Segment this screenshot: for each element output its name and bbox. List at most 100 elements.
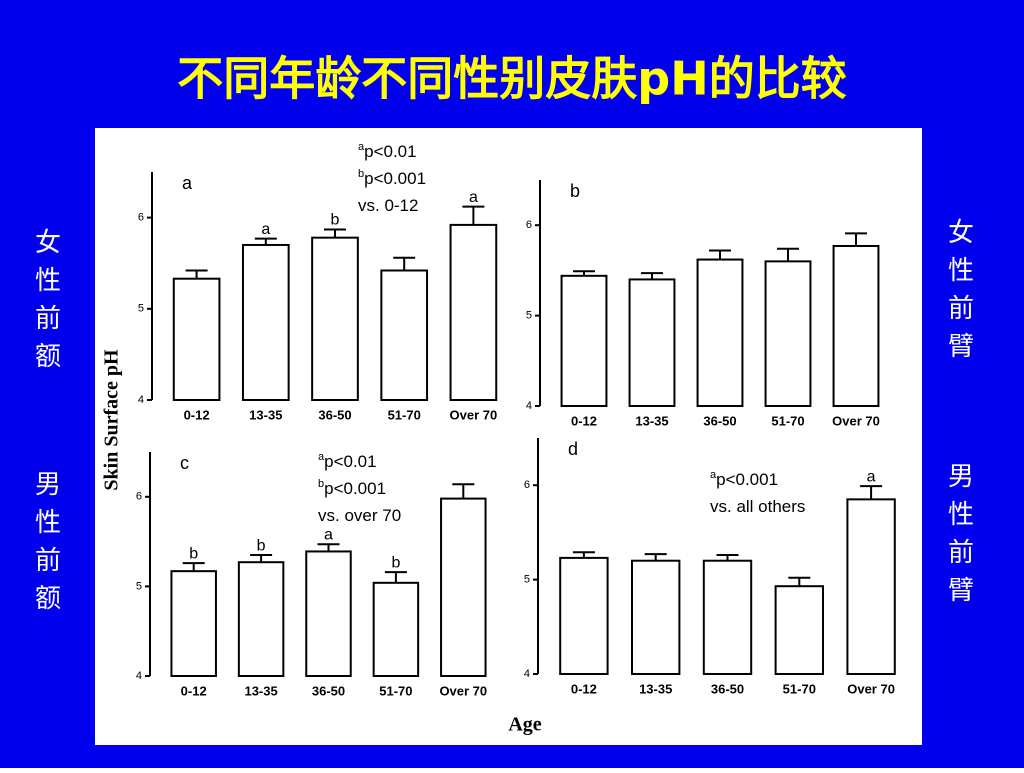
bar [372,581,420,677]
error-bar [709,249,731,260]
note-superscript: b [358,168,364,180]
x-tick-label: 51-70 [379,683,412,698]
y-tick-label: 5 [526,310,532,322]
x-tick-label: Over 70 [439,683,487,698]
note: vs. over 70 [318,506,401,525]
significance-letter: a [261,221,270,238]
x-tick-label: 36-50 [711,681,744,696]
error-bar [324,228,346,238]
bar [559,556,609,675]
side-label: 女性前额 [31,228,61,380]
significance-letter: b [331,212,340,229]
x-tick-label: 51-70 [783,681,816,696]
significance-letter: a [469,189,478,206]
note: vs. 0-12 [358,196,418,215]
bar [449,223,498,401]
error-bar [572,551,595,558]
bar [172,277,221,402]
error-bar [860,485,883,500]
y-tick-label: 4 [524,668,530,680]
x-tick-label: 13-35 [635,413,668,428]
x-tick-label: Over 70 [450,407,498,422]
x-axis-label: Age [508,714,541,736]
y-tick-label: 6 [138,212,144,224]
y-tick-label: 6 [136,491,142,503]
error-bar [452,483,475,499]
error-bar [462,205,485,225]
y-tick-label: 5 [138,303,144,315]
bar [311,236,359,401]
note-text: vs. all others [710,497,805,516]
x-tick-label: 36-50 [703,413,736,428]
note: vs. all others [710,497,805,516]
note-text: vs. over 70 [318,506,401,525]
x-tick-label: Over 70 [832,413,880,428]
error-bar [777,247,799,262]
note-text: vs. 0-12 [358,196,418,215]
x-tick-label: 13-35 [244,683,277,698]
y-axis-label: Skin Surface pH [101,349,123,491]
x-tick-label: 51-70 [771,413,804,428]
error-bar [393,256,416,271]
error-bar [317,543,340,552]
note-superscript: a [318,451,325,463]
side-label: 男性前臂 [944,462,974,614]
error-bar [845,232,867,246]
x-tick-label: 0-12 [184,407,210,422]
error-bar [573,270,595,276]
error-bar [641,272,663,280]
panel-label: c [180,453,189,473]
x-tick-label: 51-70 [388,407,421,422]
note-text: p<0.001 [324,479,386,498]
bar [305,550,352,677]
y-tick-label: 4 [138,394,144,406]
significance-letter: b [391,554,400,571]
significance-letter: a [867,468,876,485]
x-tick-label: 13-35 [639,681,672,696]
x-tick-label: 0-12 [571,681,597,696]
y-tick-label: 5 [136,580,142,592]
x-tick-label: 13-35 [249,407,282,422]
note: bp<0.001 [318,478,386,499]
error-bar [185,269,208,279]
bar [846,498,896,675]
note: ap<0.001 [710,469,778,490]
note-superscript: b [318,478,324,490]
bar [774,585,824,676]
panel-label: d [568,439,578,459]
slide-title: 不同年龄不同性别皮肤pH的比较 [177,52,846,106]
side-label: 女性前臂 [944,218,974,370]
bar [702,559,753,675]
note-text: p<0.001 [364,169,426,188]
note-superscript: a [710,469,717,481]
note: ap<0.01 [358,141,417,162]
note-text: p<0.001 [716,470,778,489]
significance-letter: a [324,527,333,544]
error-bar [182,562,205,572]
significance-letter: b [257,537,266,554]
bar [440,497,487,678]
error-bar [250,554,273,563]
significance-letter: b [189,545,198,562]
x-tick-label: Over 70 [847,681,895,696]
y-tick-label: 5 [524,574,530,586]
bar [631,559,681,675]
bar [170,570,217,678]
note-text: p<0.01 [324,452,376,471]
bar [237,561,285,678]
error-bar [254,237,277,245]
bar [628,278,676,407]
note-superscript: a [358,141,365,153]
x-tick-label: 36-50 [318,407,351,422]
x-tick-label: 36-50 [312,683,345,698]
y-tick-label: 6 [526,219,532,231]
error-bar [716,554,739,561]
note: bp<0.001 [358,168,426,189]
bar [764,260,812,407]
y-tick-label: 6 [524,479,530,491]
bar [560,274,608,407]
bar [380,269,429,401]
note: ap<0.01 [318,451,377,472]
error-bar [644,553,667,561]
bar [241,243,290,401]
